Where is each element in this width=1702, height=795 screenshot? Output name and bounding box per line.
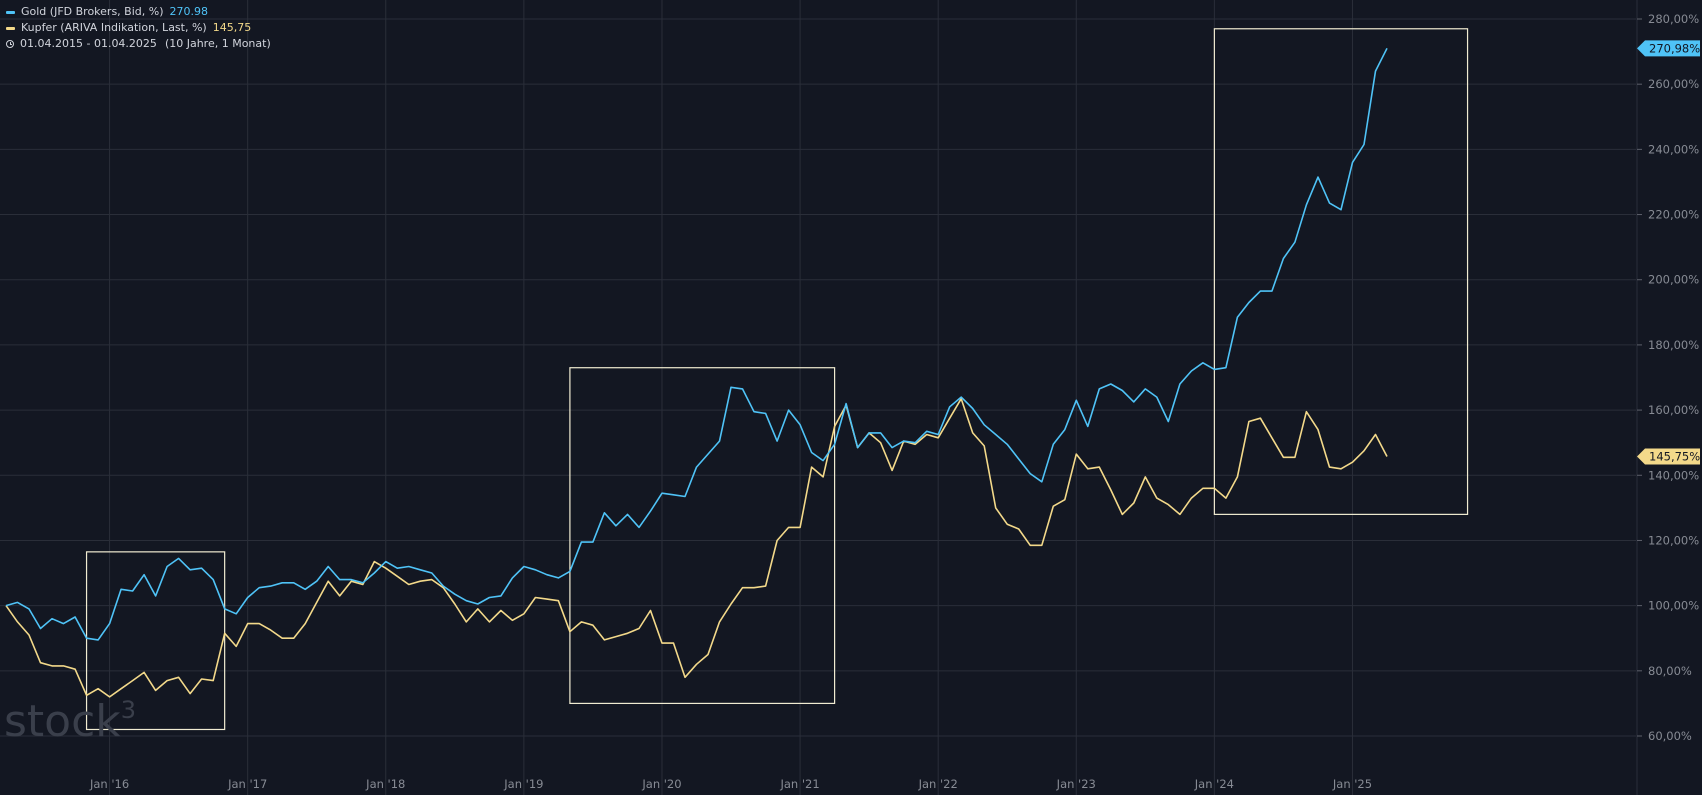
price-labels: 270,98% 145,75%	[1637, 40, 1700, 465]
x-tick-label: Jan '20	[641, 777, 681, 791]
copper-swatch-icon	[6, 26, 15, 30]
period-range: 01.04.2015 - 01.04.2025	[20, 37, 157, 50]
price-label-text: 145,75%	[1649, 450, 1700, 464]
annotation-boxes	[85, 28, 1469, 731]
annotation-box	[569, 367, 836, 705]
annotation-box	[85, 551, 226, 731]
y-tick-label: 80,00%	[1648, 664, 1692, 678]
watermark-superscript: 3	[120, 696, 137, 724]
y-tick-label: 280,00%	[1648, 12, 1699, 26]
x-tick-label: Jan '16	[89, 777, 129, 791]
legend-copper-value: 145,75	[212, 21, 252, 34]
y-tick-label: 180,00%	[1648, 338, 1699, 352]
y-tick-label: 260,00%	[1648, 77, 1699, 91]
legend-item-gold[interactable]: Gold (JFD Brokers, Bid, %) 270.98	[6, 4, 271, 20]
x-tick-label: Jan '24	[1194, 777, 1234, 791]
y-tick-label: 200,00%	[1648, 273, 1699, 287]
legend-copper-label: Kupfer (ARIVA Indikation, Last, %)	[21, 21, 207, 34]
price-label-gold: 270,98%	[1637, 40, 1700, 57]
price-label-tag	[1637, 40, 1700, 57]
watermark-brand: stock	[4, 696, 121, 747]
legend-period: 01.04.2015 - 01.04.2025 (10 Jahre, 1 Mon…	[6, 36, 271, 52]
x-tick-label: Jan '23	[1056, 777, 1096, 791]
y-tick-label: 140,00%	[1648, 468, 1699, 482]
legend-gold-label: Gold (JFD Brokers, Bid, %)	[21, 5, 164, 18]
x-tick-label: Jan '18	[365, 777, 405, 791]
y-tick-label: 220,00%	[1648, 208, 1699, 222]
price-label-copper: 145,75%	[1637, 448, 1700, 465]
series-lines	[5, 47, 1388, 698]
y-tick-label: 160,00%	[1648, 403, 1699, 417]
y-tick-label: 100,00%	[1648, 599, 1699, 613]
x-tick-label: Jan '19	[503, 777, 543, 791]
legend-gold-value: 270.98	[169, 5, 209, 18]
period-detail: (10 Jahre, 1 Monat)	[164, 37, 271, 50]
y-tick-label: 240,00%	[1648, 142, 1699, 156]
x-tick-label: Jan '17	[227, 777, 267, 791]
y-tick-label: 120,00%	[1648, 533, 1699, 547]
x-tick-label: Jan '25	[1332, 777, 1372, 791]
stock3-watermark: stock3	[4, 696, 136, 747]
price-label-text: 270,98%	[1649, 41, 1700, 55]
gold-swatch-icon	[6, 10, 15, 14]
price-label-tag	[1637, 448, 1700, 465]
grid-lines	[0, 0, 1638, 795]
clock-icon	[6, 40, 14, 48]
chart-legend: Gold (JFD Brokers, Bid, %) 270.98 Kupfer…	[6, 4, 271, 52]
annotation-box	[1213, 28, 1469, 515]
copper-series-line	[5, 397, 1388, 698]
y-tick-label: 60,00%	[1648, 729, 1692, 743]
gold-series-line	[5, 47, 1388, 641]
y-axis[interactable]: 60,00% 80,00% 100,00% 120,00% 140,00% 160,00%…	[1637, 12, 1699, 743]
x-tick-label: Jan '21	[779, 777, 819, 791]
x-axis[interactable]: Jan '16 Jan '17 Jan '18 Jan '19 Jan '20 Jan '…	[89, 777, 1372, 791]
legend-item-copper[interactable]: Kupfer (ARIVA Indikation, Last, %) 145,7…	[6, 20, 271, 36]
x-tick-label: Jan '22	[918, 777, 958, 791]
